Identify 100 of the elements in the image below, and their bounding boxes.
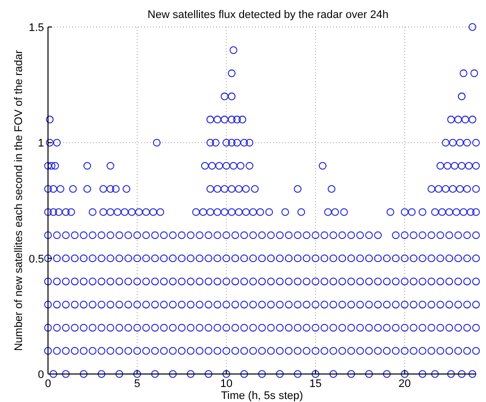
point <box>88 300 96 308</box>
point <box>249 231 257 240</box>
point <box>470 69 478 78</box>
point <box>231 254 240 262</box>
point <box>312 370 320 378</box>
point <box>238 116 246 124</box>
point <box>302 300 310 308</box>
point <box>70 231 79 240</box>
point <box>347 324 356 332</box>
point <box>206 185 214 193</box>
point <box>88 231 96 240</box>
point <box>400 324 409 332</box>
point <box>124 254 132 262</box>
point <box>365 347 373 355</box>
point <box>392 347 400 355</box>
point <box>456 138 464 147</box>
point <box>365 370 373 378</box>
point <box>276 231 284 240</box>
point <box>186 278 195 286</box>
point <box>168 231 177 240</box>
point <box>80 254 88 262</box>
point <box>267 254 275 262</box>
point <box>382 347 391 355</box>
point <box>240 278 248 286</box>
point <box>62 231 70 240</box>
y-tick-label: 1 <box>38 138 44 150</box>
point <box>365 254 373 262</box>
point <box>114 208 122 216</box>
point <box>44 300 52 308</box>
point <box>168 347 177 355</box>
point <box>206 116 214 124</box>
point <box>88 324 96 332</box>
point <box>450 162 458 170</box>
point <box>356 300 364 308</box>
point <box>356 254 364 262</box>
point <box>133 324 142 332</box>
point <box>347 231 356 240</box>
point <box>338 300 346 308</box>
point <box>400 208 409 216</box>
point <box>230 162 238 170</box>
point <box>410 231 418 240</box>
point <box>124 347 132 355</box>
point <box>284 347 293 355</box>
point <box>294 324 302 332</box>
point <box>220 92 228 100</box>
point <box>240 138 248 147</box>
point <box>408 208 416 216</box>
point <box>428 347 436 355</box>
point <box>178 347 186 355</box>
point <box>106 347 114 355</box>
point <box>312 300 320 308</box>
point <box>80 278 88 286</box>
point <box>294 185 302 193</box>
point <box>392 254 400 262</box>
point <box>53 324 61 332</box>
point <box>428 278 436 286</box>
point <box>418 347 426 355</box>
point <box>365 300 373 308</box>
point <box>88 208 96 216</box>
point <box>442 185 450 193</box>
point <box>258 231 266 240</box>
point <box>320 231 328 240</box>
point <box>386 208 394 216</box>
point <box>410 347 418 355</box>
point <box>142 300 150 308</box>
point <box>142 278 150 286</box>
point <box>44 278 52 286</box>
point <box>347 300 356 308</box>
point <box>214 324 222 332</box>
point <box>267 231 275 240</box>
point <box>240 324 248 332</box>
point <box>133 370 142 378</box>
point <box>302 278 310 286</box>
point <box>168 278 177 286</box>
point <box>466 208 474 216</box>
point <box>472 300 480 308</box>
point <box>463 231 471 240</box>
point <box>338 254 346 262</box>
point <box>178 278 186 286</box>
point <box>231 278 240 286</box>
point <box>69 185 77 193</box>
point <box>472 185 480 193</box>
point <box>472 324 480 332</box>
point <box>98 324 106 332</box>
point <box>347 370 356 378</box>
point <box>214 185 222 193</box>
point <box>468 116 476 124</box>
point <box>231 300 240 308</box>
point <box>418 300 426 308</box>
point <box>122 185 130 193</box>
point <box>44 185 52 193</box>
point <box>418 370 426 378</box>
point <box>204 324 212 332</box>
point <box>294 347 302 355</box>
point <box>256 208 264 216</box>
point <box>67 208 76 216</box>
point <box>438 208 446 216</box>
point <box>231 347 240 355</box>
point <box>249 324 257 332</box>
point <box>220 208 228 216</box>
